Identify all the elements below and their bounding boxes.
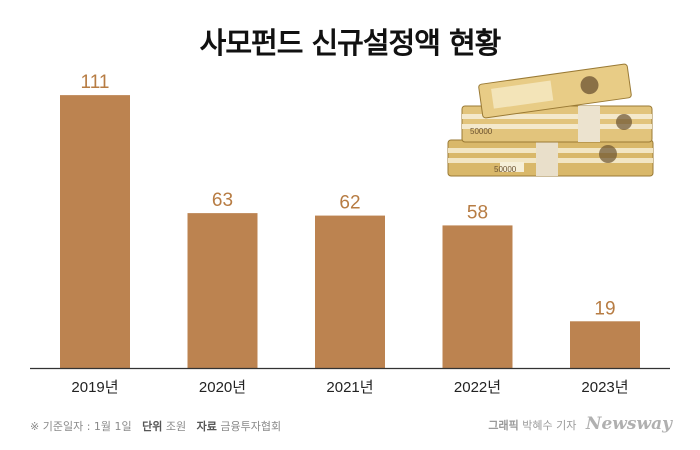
bar-value-label: 62 [339,193,360,214]
source-label: 자료 [196,420,217,433]
labels-group: 111 2019년 63 2020년 62 2021년 58 2022년 19 2023년 [71,72,628,396]
chart-title: 사모펀드 신규설정액 현황 [199,26,502,60]
category-label: 2023년 [581,379,628,396]
category-label: 2019년 [71,379,118,396]
graphic-label: 그래픽 [488,419,519,432]
category-label: 2020년 [199,379,246,396]
category-label: 2022년 [454,379,501,396]
bar-value-label: 111 [81,72,110,93]
bar-1 [60,95,130,368]
bar-4 [442,225,513,368]
bar-value-label: 63 [212,190,233,211]
category-label: 2021년 [326,379,373,396]
unit-label: 단위 [142,420,163,433]
credit: 그래픽 박혜수 기자 Newsway [488,414,672,434]
source-value: 금융투자협회 [220,420,282,433]
bar-5 [570,321,640,368]
reference-date-note: ※ 기준일자 : 1월 1일 [30,420,132,433]
bar-value-label: 58 [467,202,488,223]
bar-chart: 111 2019년 63 2020년 62 2021년 58 2022년 19 2023년 [30,72,670,396]
banknote-stack [447,63,654,177]
newsway-logo: Newsway [585,414,672,434]
banknote-number: 50000 [470,127,493,136]
bar-3 [315,215,385,368]
banknote-number: 50000 [494,165,517,174]
bar-value-label: 19 [594,298,615,319]
author: 박혜수 기자 [522,419,577,432]
chart-footer: ※ 기준일자 : 1월 1일 단위 조원 자료 금융투자협회 [30,418,281,434]
unit-value: 조원 [165,420,187,433]
bar-2 [187,213,258,368]
bars-group [60,95,640,368]
money-bundle-illustration: 50000 50000 [447,63,654,177]
